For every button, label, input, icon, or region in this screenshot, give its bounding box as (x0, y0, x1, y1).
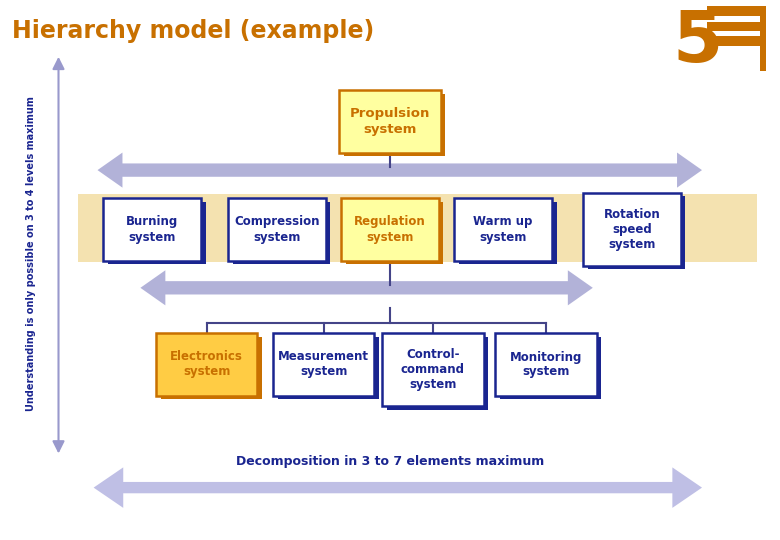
Text: 5: 5 (672, 8, 722, 77)
FancyBboxPatch shape (232, 202, 331, 264)
Polygon shape (98, 152, 702, 187)
Bar (707, 22, 766, 31)
FancyBboxPatch shape (339, 90, 441, 152)
Text: Control-
command
system: Control- command system (401, 348, 465, 392)
Bar (760, 9, 766, 71)
Text: Burning
system: Burning system (126, 215, 178, 244)
Text: Decomposition in 3 to 7 elements maximum: Decomposition in 3 to 7 elements maximum (236, 455, 544, 468)
FancyBboxPatch shape (588, 197, 686, 269)
FancyBboxPatch shape (156, 333, 257, 395)
FancyBboxPatch shape (454, 199, 552, 261)
Bar (707, 36, 766, 46)
Text: Compression
system: Compression system (234, 215, 320, 244)
FancyBboxPatch shape (500, 337, 601, 399)
FancyBboxPatch shape (278, 337, 379, 399)
FancyBboxPatch shape (273, 333, 374, 395)
FancyBboxPatch shape (342, 199, 438, 261)
Text: Regulation
system: Regulation system (354, 215, 426, 244)
FancyBboxPatch shape (228, 199, 326, 261)
FancyBboxPatch shape (344, 94, 445, 156)
FancyBboxPatch shape (103, 199, 201, 261)
Text: Understanding is only possible on 3 to 4 levels maximum: Understanding is only possible on 3 to 4… (27, 96, 36, 411)
Polygon shape (94, 467, 702, 508)
FancyBboxPatch shape (583, 193, 680, 266)
Text: Electronics
system: Electronics system (170, 350, 243, 379)
FancyBboxPatch shape (382, 333, 484, 406)
Text: Monitoring
system: Monitoring system (510, 350, 582, 379)
FancyBboxPatch shape (459, 202, 556, 264)
Bar (707, 6, 766, 16)
FancyBboxPatch shape (495, 333, 597, 395)
FancyBboxPatch shape (161, 337, 262, 399)
Text: Propulsion
system: Propulsion system (349, 107, 431, 136)
Text: Rotation
speed
system: Rotation speed system (604, 208, 660, 251)
Bar (78, 194, 757, 262)
FancyBboxPatch shape (346, 202, 443, 264)
FancyBboxPatch shape (387, 337, 488, 409)
Text: Measurement
system: Measurement system (278, 350, 369, 379)
Text: Hierarchy model (example): Hierarchy model (example) (12, 19, 374, 43)
Text: Warm up
system: Warm up system (473, 215, 533, 244)
FancyBboxPatch shape (108, 202, 206, 264)
Polygon shape (140, 270, 593, 306)
